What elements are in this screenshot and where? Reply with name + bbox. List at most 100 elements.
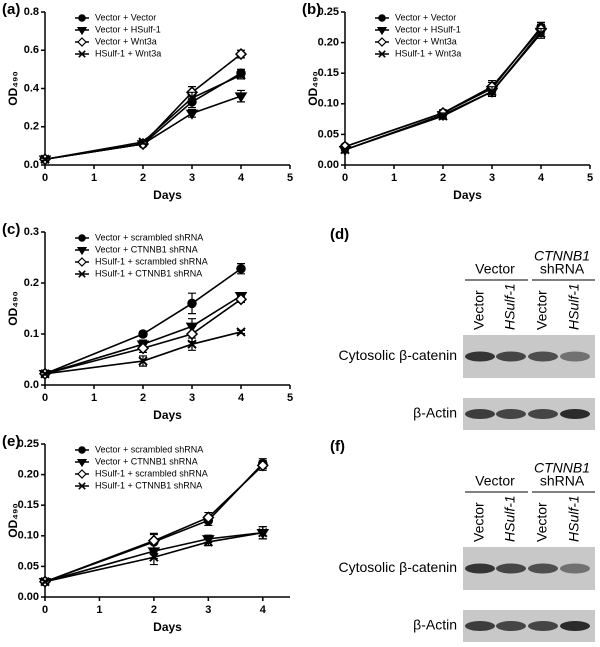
- legend-label: HSulf-1 + Wnt3a: [395, 48, 461, 58]
- x-tick-label: 5: [287, 172, 293, 184]
- marker: [256, 459, 269, 472]
- marker: [236, 70, 246, 80]
- legend-marker: [77, 257, 87, 267]
- blot-band: [560, 409, 590, 419]
- y-tick-label: 0.25: [18, 438, 39, 450]
- marker: [185, 109, 199, 120]
- y-tick-label: 0.2: [24, 121, 39, 133]
- legend-label: HSulf-1 + CTNNB1 shRNA: [95, 480, 202, 490]
- legend-label: Vector + HSulf-1: [95, 24, 161, 34]
- group-label: shRNA: [540, 473, 585, 489]
- marker: [187, 93, 197, 103]
- x-tick-label: 3: [205, 604, 211, 616]
- series-line: [44, 268, 242, 375]
- row-label: Cytosolic β-catenin: [338, 559, 457, 575]
- x-tick-label: 2: [151, 604, 157, 616]
- x-tick-label: 0: [42, 604, 48, 616]
- lane-label: Vector: [534, 502, 550, 542]
- lane-label: Vector: [534, 290, 550, 330]
- lane-label: HSulf-1: [566, 283, 582, 330]
- x-axis-label: Days: [153, 408, 182, 422]
- series-line: [44, 298, 242, 375]
- blot-band: [465, 409, 495, 419]
- marker: [138, 329, 148, 339]
- x-tick-label: 4: [260, 604, 267, 616]
- y-tick-label: 0.1: [24, 328, 39, 340]
- y-tick-label: 0.25: [318, 6, 339, 18]
- x-tick-label: 1: [391, 172, 397, 184]
- y-tick-label: 0.05: [318, 128, 339, 140]
- blot-band: [528, 621, 558, 631]
- legend-marker: [77, 469, 87, 479]
- panel-label: (f): [330, 438, 345, 455]
- blot-band: [560, 351, 590, 362]
- legend-label: Vector + Wnt3a: [95, 36, 157, 46]
- x-tick-label: 2: [140, 392, 146, 404]
- legend-label: Vector + HSulf-1: [395, 24, 461, 34]
- row-label: β-Actin: [413, 617, 457, 633]
- y-tick-label: 0.15: [318, 67, 339, 79]
- marker: [149, 552, 159, 562]
- group-label: CTNNB1: [534, 460, 590, 476]
- y-tick-label: 0.20: [18, 469, 39, 481]
- marker: [147, 534, 160, 547]
- marker: [187, 339, 197, 349]
- group-label: Vector: [475, 473, 515, 489]
- panel-label: (a): [2, 1, 20, 18]
- chart-panel: (a) 0.0 0.2 0.4 0.6 0.8 0 1 2 3 4 5 Days OD₄₉₀ Vector …: [2, 1, 293, 202]
- chart-panel: (b) 0.00 0.05 0.10 0.15 0.20 0.25 0 1 2 3 4 5 Days OD₄…: [302, 1, 593, 202]
- y-axis-label: OD₄₉₀: [6, 503, 20, 538]
- x-tick-label: 0: [342, 172, 348, 184]
- legend-marker: [78, 482, 86, 490]
- lane-label: HSulf-1: [502, 283, 518, 330]
- legend-marker: [376, 27, 388, 36]
- blot-band: [496, 621, 526, 631]
- y-tick-label: 0.00: [318, 159, 339, 171]
- chart-panel: (e) 0.00 0.05 0.10 0.15 0.20 0.25 0 1 2 3 4 Days OD₄₉…: [2, 433, 290, 634]
- marker: [203, 537, 214, 547]
- legend-marker: [78, 234, 86, 242]
- blot-band: [465, 621, 495, 631]
- y-tick-label: 0.2: [24, 277, 39, 289]
- marker: [202, 511, 215, 524]
- lane-label: HSulf-1: [502, 495, 518, 542]
- blot-band: [465, 563, 495, 574]
- x-tick-label: 0: [42, 172, 48, 184]
- blot-band: [496, 351, 526, 362]
- marker: [536, 28, 546, 39]
- x-tick-label: 3: [189, 172, 195, 184]
- legend-label: HSulf-1 + scrambled shRNA: [95, 256, 208, 266]
- legend-label: HSulf-1 + CTNNB1 shRNA: [95, 268, 202, 278]
- blot-band: [528, 563, 558, 574]
- y-tick-label: 0.00: [18, 591, 39, 603]
- group-label: CTNNB1: [534, 248, 590, 264]
- x-tick-label: 3: [189, 392, 195, 404]
- legend-label: HSulf-1 + Wnt3a: [95, 48, 161, 58]
- series-line: [44, 331, 242, 375]
- marker: [234, 92, 248, 103]
- y-tick-label: 0.8: [24, 6, 39, 18]
- series-line: [44, 531, 263, 583]
- marker: [487, 86, 497, 97]
- y-tick-label: 0.4: [24, 82, 40, 94]
- legend-label: Vector + Vector: [395, 12, 456, 22]
- y-tick-label: 0.3: [24, 226, 39, 238]
- marker: [138, 137, 148, 147]
- legend-marker: [78, 50, 86, 58]
- x-tick-label: 5: [287, 392, 293, 404]
- marker: [136, 342, 150, 355]
- legend-marker: [378, 14, 386, 22]
- panel-label: (d): [330, 226, 349, 243]
- legend-label: Vector + CTNNB1 shRNA: [95, 456, 198, 466]
- x-tick-label: 4: [238, 392, 245, 404]
- legend-marker: [76, 27, 88, 36]
- series-line: [44, 74, 242, 161]
- marker: [138, 356, 148, 366]
- y-tick-label: 0.6: [24, 44, 39, 56]
- x-tick-label: 2: [140, 172, 146, 184]
- x-axis-label: Days: [453, 188, 482, 202]
- legend-marker: [77, 37, 87, 47]
- marker: [40, 154, 50, 164]
